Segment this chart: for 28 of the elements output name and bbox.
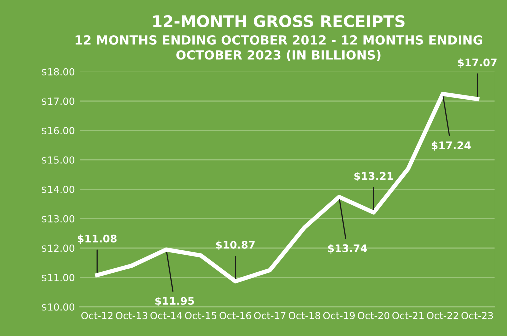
- x-tick-label: Oct-17: [254, 312, 286, 320]
- y-tick-label: $10.00: [42, 303, 75, 312]
- x-tick-label: Oct-13: [116, 312, 148, 320]
- y-tick-label: $11.00: [42, 274, 75, 283]
- chart-title: 12-MONTH GROSS RECEIPTS: [154, 15, 405, 28]
- y-tick-label: $13.00: [42, 215, 75, 224]
- y-tick-label: $18.00: [42, 68, 75, 78]
- y-tick-label: $16.00: [42, 127, 75, 136]
- x-tick-label: Oct-18: [288, 312, 320, 320]
- x-tick-label: Oct-20: [358, 312, 390, 320]
- data-label: $11.95: [156, 296, 194, 306]
- y-tick-label: $15.00: [42, 156, 75, 166]
- x-tick-label: Oct-21: [392, 312, 424, 320]
- x-tick-label: Oct-22: [427, 312, 458, 320]
- data-label: $11.08: [78, 234, 117, 244]
- y-tick-label: $17.00: [42, 98, 75, 106]
- data-label: $10.87: [216, 240, 255, 250]
- x-tick-label: Oct-14: [150, 312, 182, 320]
- x-tick-label: Oct-15: [185, 312, 217, 320]
- data-label: $13.21: [354, 172, 394, 182]
- y-tick-label: $12.00: [42, 244, 75, 254]
- x-tick-label: Oct-12: [82, 312, 113, 320]
- y-tick-label: $14.00: [42, 186, 75, 195]
- data-label: $13.74: [328, 244, 368, 254]
- data-label: $17.24: [432, 141, 471, 151]
- x-tick-label: Oct-23: [462, 312, 494, 320]
- x-tick-label: Oct-16: [220, 312, 252, 320]
- x-tick-label: Oct-19: [324, 312, 355, 320]
